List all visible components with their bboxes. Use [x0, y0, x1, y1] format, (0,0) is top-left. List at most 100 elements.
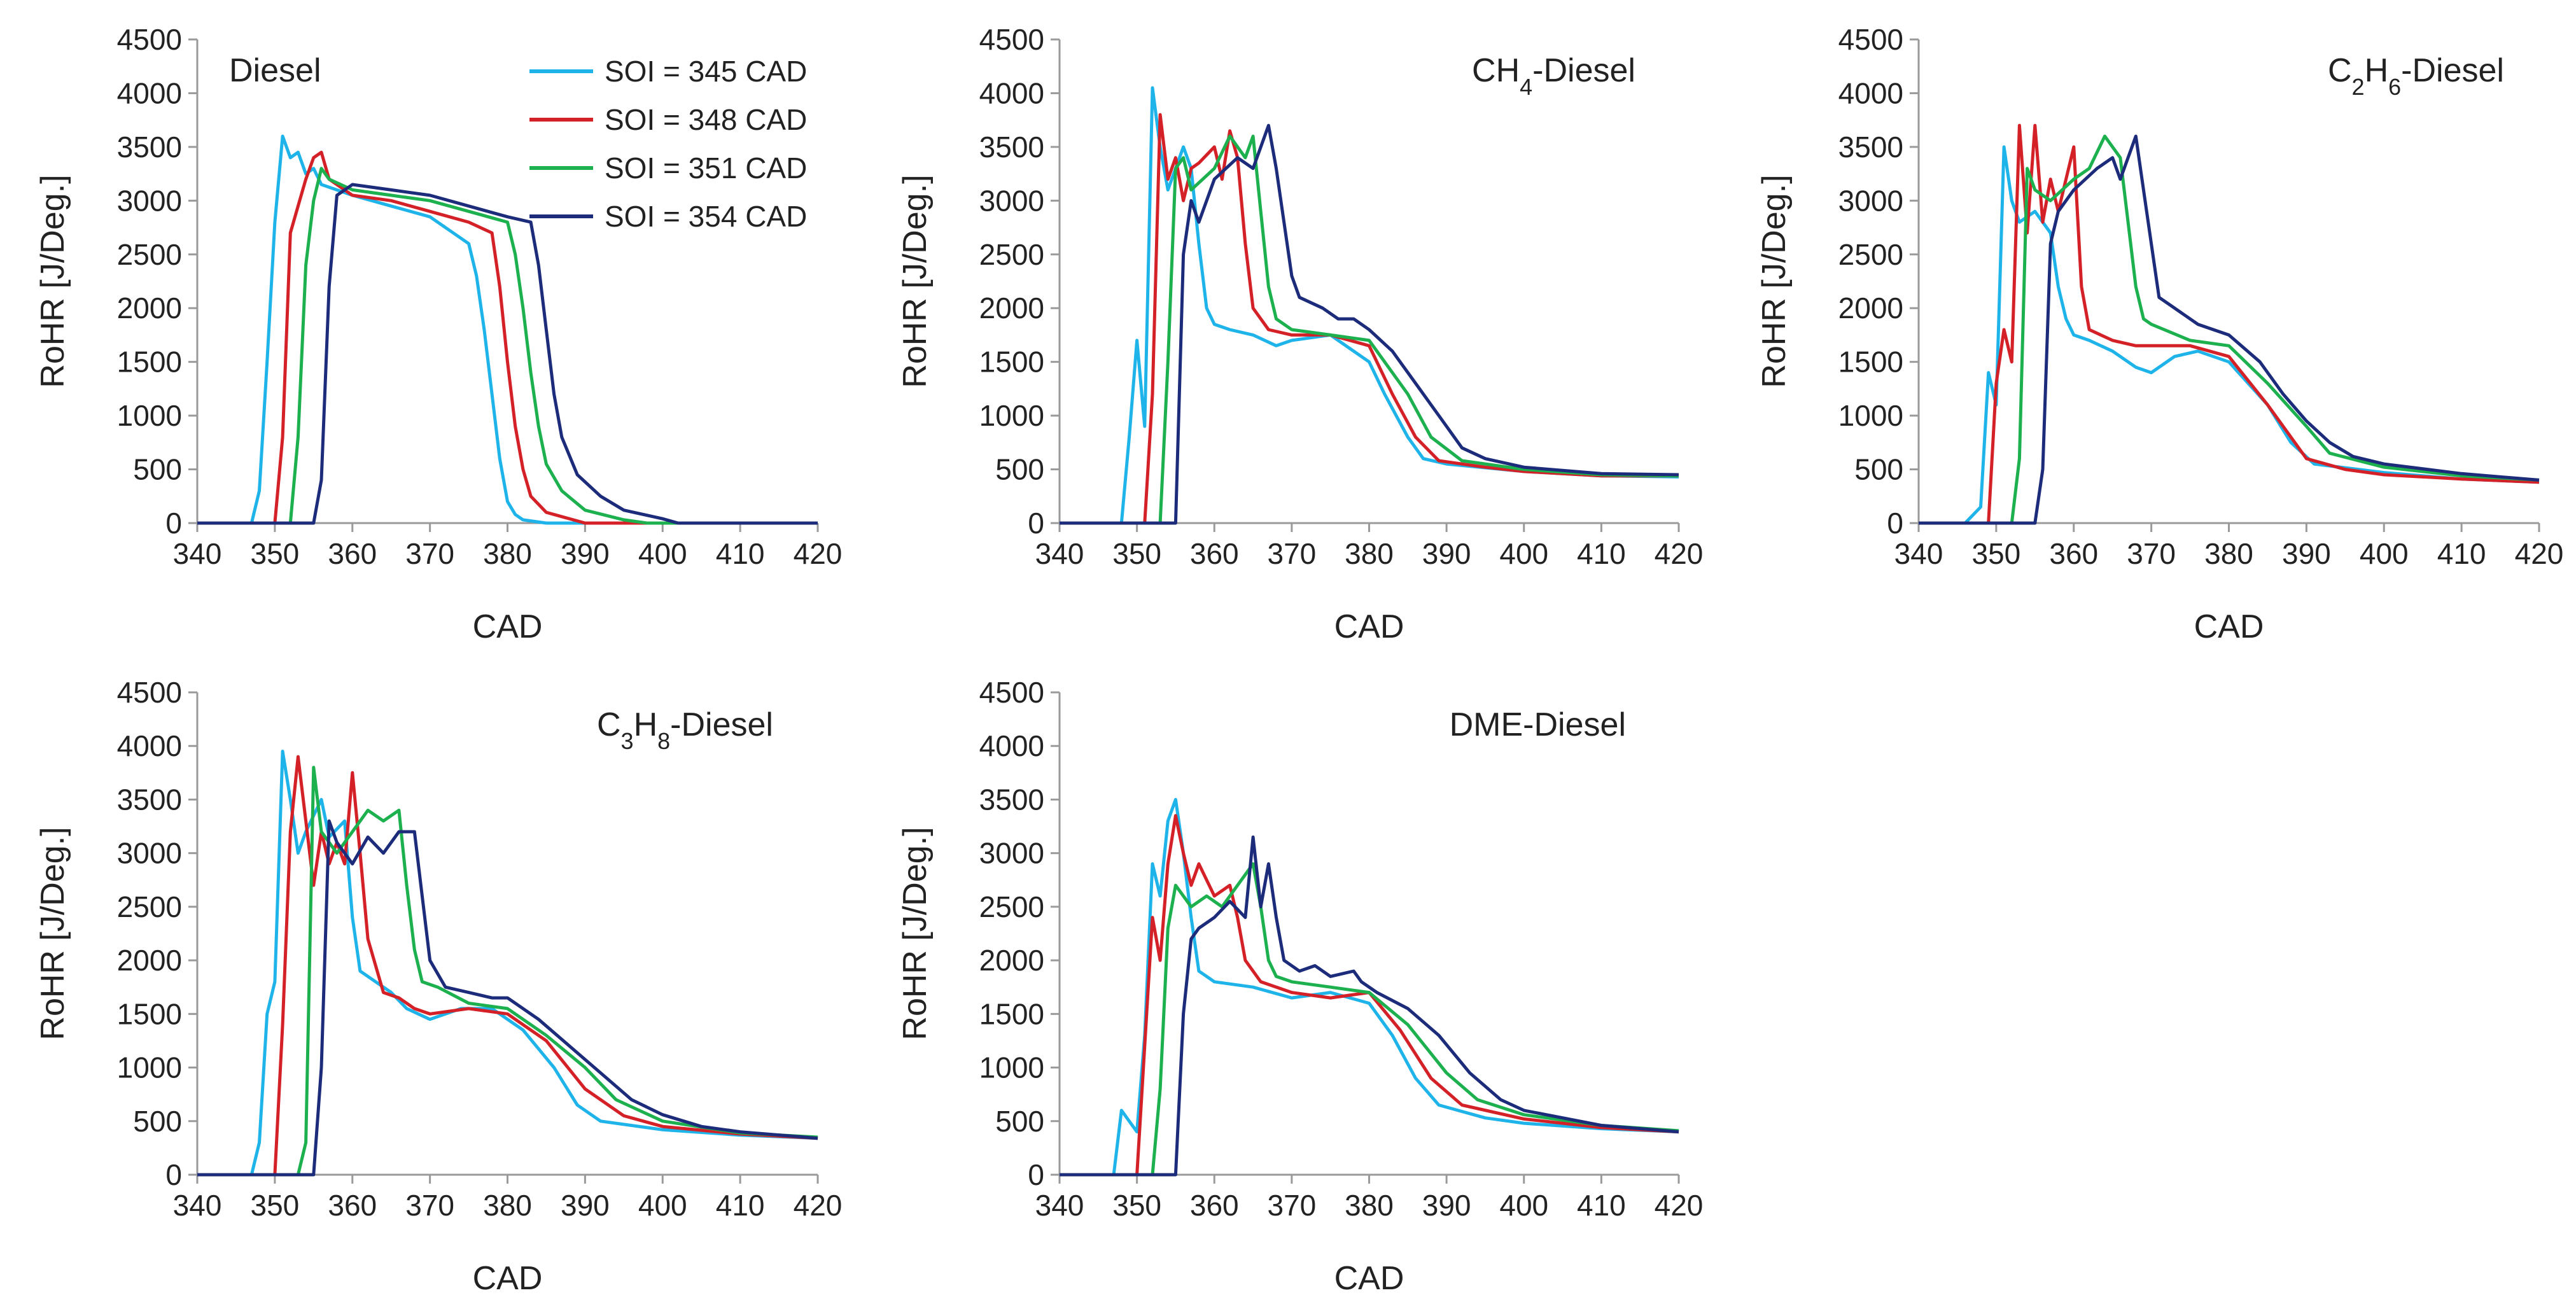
x-tick-label: 370	[2127, 537, 2176, 570]
x-tick-label: 340	[173, 537, 222, 570]
y-tick-label: 3000	[979, 184, 1044, 217]
x-tick-label: 390	[1422, 537, 1471, 570]
x-tick-label: 340	[1035, 1189, 1084, 1222]
chart-panel-3: 0 500 1000 1500 2000 2500 3000 3500 4000 4500 340 3…	[1756, 23, 2563, 645]
y-tick-label: 2500	[979, 890, 1044, 923]
series-line-soi-351	[197, 167, 818, 525]
y-tick-label: 4500	[979, 676, 1044, 709]
y-axis-title: RoHR [J/Deg.]	[897, 174, 934, 388]
x-tick-label: 360	[328, 1189, 377, 1222]
x-tick-label: 410	[1577, 1189, 1626, 1222]
x-axis-title: CAD	[473, 1260, 543, 1297]
panel-label: Diesel	[229, 52, 321, 89]
x-tick-label: 360	[1190, 1189, 1239, 1222]
series-line-soi-354	[1060, 123, 1679, 525]
x-tick-label: 420	[1655, 537, 1704, 570]
series-line-soi-348	[197, 755, 818, 1177]
y-axis-title: RoHR [J/Deg.]	[34, 174, 71, 388]
chart-panel-2: 0 500 1000 1500 2000 2500 3000 3500 4000 4500 340 3…	[897, 23, 1703, 645]
x-tick-label: 380	[2204, 537, 2253, 570]
series-line-soi-354	[197, 183, 818, 525]
y-tick-label: 500	[995, 453, 1044, 486]
y-tick-label: 1500	[117, 997, 182, 1030]
x-tick-label: 390	[561, 1189, 610, 1222]
legend-label: SOI = 354 CAD	[605, 200, 807, 233]
panel-label: C3H8-Diesel	[597, 706, 773, 754]
y-tick-label: 500	[1854, 453, 1903, 486]
y-tick-label: 1000	[1838, 399, 1903, 432]
legend-label: SOI = 348 CAD	[605, 103, 807, 136]
x-tick-label: 400	[638, 537, 687, 570]
series-line-soi-351	[1060, 134, 1679, 525]
y-tick-label: 4500	[117, 676, 182, 709]
x-tick-label: 340	[1035, 537, 1084, 570]
x-tick-label: 370	[405, 1189, 454, 1222]
y-tick-label: 1000	[117, 1051, 182, 1084]
x-tick-label: 350	[1112, 1189, 1161, 1222]
y-tick-label: 2000	[117, 944, 182, 977]
series-line-soi-354	[197, 819, 818, 1177]
y-tick-label: 3500	[979, 130, 1044, 164]
series-line-soi-348	[1919, 123, 2540, 525]
y-axis-title: RoHR [J/Deg.]	[34, 827, 71, 1040]
y-tick-label: 500	[133, 1105, 182, 1138]
x-tick-label: 350	[1972, 537, 2021, 570]
y-tick-label: 4000	[117, 76, 182, 109]
y-tick-label: 0	[1028, 507, 1044, 540]
legend-label: SOI = 345 CAD	[605, 55, 807, 88]
x-tick-label: 380	[1345, 1189, 1394, 1222]
x-tick-label: 420	[794, 537, 843, 570]
panel-label: C2H6-Diesel	[2328, 52, 2504, 100]
x-tick-label: 370	[405, 537, 454, 570]
chart-panel-4: 0 500 1000 1500 2000 2500 3000 3500 4000 4500 340 3…	[34, 676, 842, 1297]
y-tick-label: 2500	[1838, 238, 1903, 271]
y-tick-label: 3500	[1838, 130, 1903, 164]
y-tick-label: 3500	[117, 783, 182, 816]
x-tick-label: 420	[794, 1189, 843, 1222]
y-tick-label: 2000	[979, 944, 1044, 977]
y-tick-label: 0	[165, 1158, 182, 1191]
chart-panel-5: 0 500 1000 1500 2000 2500 3000 3500 4000 4500 340 3…	[897, 676, 1703, 1297]
y-tick-label: 500	[995, 1105, 1044, 1138]
y-tick-label: 4000	[979, 76, 1044, 109]
y-tick-label: 4000	[117, 729, 182, 762]
y-tick-label: 2000	[979, 291, 1044, 325]
y-tick-label: 2500	[117, 890, 182, 923]
y-tick-label: 4000	[1838, 76, 1903, 109]
x-tick-label: 380	[483, 1189, 532, 1222]
legend: SOI = 345 CAD SOI = 348 CAD SOI = 351 CAD S…	[529, 55, 807, 233]
y-tick-label: 0	[165, 507, 182, 540]
x-axis-title: CAD	[1334, 1260, 1404, 1297]
x-tick-label: 390	[2282, 537, 2331, 570]
panel-label: CH4-Diesel	[1472, 52, 1635, 100]
x-tick-label: 360	[2049, 537, 2098, 570]
y-tick-label: 1500	[979, 346, 1044, 379]
y-tick-label: 1500	[1838, 346, 1903, 379]
y-tick-label: 3000	[117, 184, 182, 217]
y-tick-label: 1000	[979, 399, 1044, 432]
x-tick-label: 420	[1655, 1189, 1704, 1222]
x-tick-label: 400	[638, 1189, 687, 1222]
series-line-soi-345	[1060, 797, 1679, 1177]
y-tick-label: 3500	[979, 783, 1044, 816]
series-line-soi-345	[1919, 145, 2540, 525]
x-tick-label: 370	[1268, 1189, 1317, 1222]
y-tick-label: 0	[1028, 1158, 1044, 1191]
series-line-soi-354	[1060, 835, 1679, 1177]
series-line-soi-351	[1919, 134, 2540, 525]
x-tick-label: 350	[251, 1189, 300, 1222]
x-tick-label: 360	[1190, 537, 1239, 570]
y-tick-label: 3000	[1838, 184, 1903, 217]
x-tick-label: 360	[328, 537, 377, 570]
x-tick-label: 400	[2360, 537, 2409, 570]
x-tick-label: 390	[1422, 1189, 1471, 1222]
y-tick-label: 1500	[117, 346, 182, 379]
series-line-soi-348	[197, 150, 818, 525]
y-tick-label: 1500	[979, 997, 1044, 1030]
y-tick-label: 2000	[1838, 291, 1903, 325]
y-tick-label: 1000	[979, 1051, 1044, 1084]
y-tick-label: 2000	[117, 291, 182, 325]
x-axis-title: CAD	[473, 608, 543, 645]
x-axis-title: CAD	[2194, 608, 2264, 645]
y-axis-title: RoHR [J/Deg.]	[897, 827, 934, 1040]
